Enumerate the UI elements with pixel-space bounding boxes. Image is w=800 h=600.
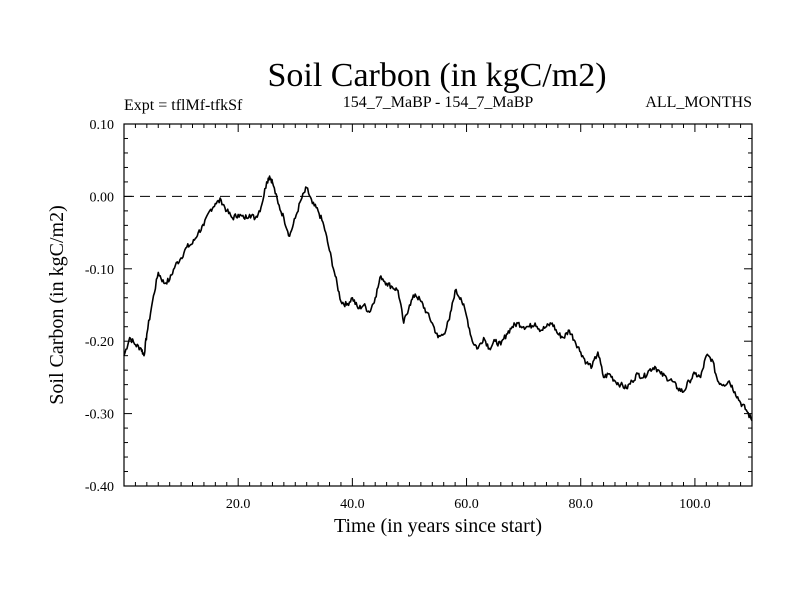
x-tick-label: 40.0 xyxy=(340,497,365,512)
y-tick-label: -0.40 xyxy=(85,480,114,495)
y-axis-label: Soil Carbon (in kgC/m2) xyxy=(46,205,68,404)
plot-frame xyxy=(123,123,753,487)
chart-title: Soil Carbon (in kgC/m2) xyxy=(267,57,606,94)
y-tick-label: 0.00 xyxy=(90,190,115,205)
experiment-label: Expt = tflMf-tfkSf xyxy=(124,97,243,114)
x-tick-label: 20.0 xyxy=(226,497,251,512)
x-axis-label: Time (in years since start) xyxy=(334,515,542,537)
months-label: ALL_MONTHS xyxy=(645,94,752,111)
y-tick-label: -0.30 xyxy=(85,408,114,423)
x-tick-label: 80.0 xyxy=(568,497,593,512)
tick-layer: 20.0 40.0 60.0 80.0 100.0 0.10 0.00 -0.10 -0.20 -… xyxy=(85,118,752,512)
soil-carbon-series-line xyxy=(123,175,753,422)
x-tick-label: 60.0 xyxy=(454,497,479,512)
y-tick-label: 0.10 xyxy=(90,118,115,133)
period-label: 154_7_MaBP - 154_7_MaBP xyxy=(343,94,534,111)
y-tick-label: -0.20 xyxy=(85,335,114,350)
y-tick-label: -0.10 xyxy=(85,263,114,278)
series-layer xyxy=(123,175,753,422)
x-tick-label: 100.0 xyxy=(679,497,711,512)
